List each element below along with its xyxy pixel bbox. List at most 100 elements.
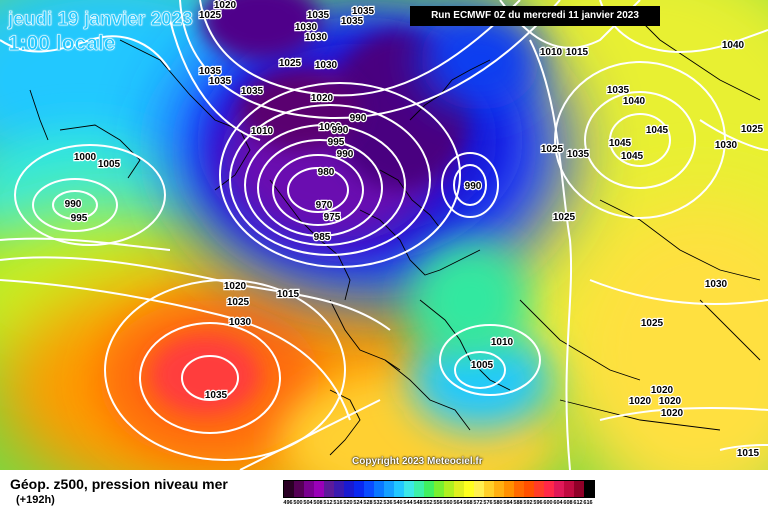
legend-label: 600 bbox=[543, 500, 553, 506]
legend-swatch bbox=[584, 481, 594, 497]
legend-label: 576 bbox=[483, 500, 493, 506]
isobar-label: 970 bbox=[316, 200, 333, 211]
isobar-label: 1045 bbox=[609, 138, 632, 149]
isobar-label: 1020 bbox=[659, 396, 682, 407]
isobar-label: 1005 bbox=[471, 360, 494, 371]
legend-swatch bbox=[284, 481, 294, 497]
legend-swatch bbox=[554, 481, 564, 497]
legend-swatch bbox=[344, 481, 354, 497]
isobar-label: 1020 bbox=[629, 396, 652, 407]
isobar-label: 1030 bbox=[295, 22, 318, 33]
isobar-label: 1045 bbox=[621, 151, 644, 162]
legend-label: 528 bbox=[363, 500, 373, 506]
legend-label: 520 bbox=[343, 500, 353, 506]
legend-label: 608 bbox=[563, 500, 573, 506]
legend-swatch bbox=[534, 481, 544, 497]
forecast-time: 1:00 locale bbox=[8, 32, 116, 55]
legend-label: 596 bbox=[533, 500, 543, 506]
legend-label: 548 bbox=[413, 500, 423, 506]
isobar-label: 990 bbox=[65, 199, 82, 210]
forecast-offset: (+192h) bbox=[16, 494, 55, 506]
isobar-label: 1030 bbox=[305, 32, 328, 43]
isobar-label: 1020 bbox=[224, 281, 247, 292]
isobar-label: 995 bbox=[328, 137, 345, 148]
isobar-label: 1025 bbox=[199, 10, 222, 21]
legend-label: 604 bbox=[553, 500, 563, 506]
isobar-label: 1040 bbox=[722, 40, 745, 51]
legend-label: 544 bbox=[403, 500, 413, 506]
legend-label: 568 bbox=[463, 500, 473, 506]
legend-swatch bbox=[324, 481, 334, 497]
isobar-label: 1035 bbox=[241, 86, 264, 97]
legend-swatch bbox=[294, 481, 304, 497]
isobar-label: 1025 bbox=[227, 297, 250, 308]
legend-swatch bbox=[464, 481, 474, 497]
isobar-label: 990 bbox=[350, 113, 367, 124]
isobar-label: 1030 bbox=[705, 279, 728, 290]
isobar-label: 990 bbox=[337, 149, 354, 160]
legend-swatch bbox=[564, 481, 574, 497]
isobar-label: 1025 bbox=[541, 144, 564, 155]
isobar-label: 1035 bbox=[199, 66, 222, 77]
legend-swatch bbox=[494, 481, 504, 497]
copyright-text: Copyright 2023 Meteociel.fr bbox=[352, 456, 483, 467]
legend-label: 580 bbox=[493, 500, 503, 506]
legend-swatch bbox=[314, 481, 324, 497]
geopotential-field bbox=[0, 0, 768, 470]
legend-label: 496 bbox=[283, 500, 293, 506]
isobars bbox=[0, 0, 768, 470]
isobar-label: 1015 bbox=[737, 448, 760, 459]
isobar-label: 1025 bbox=[279, 58, 302, 69]
run-label: Run ECMWF 0Z du mercredi 11 janvier 2023 bbox=[410, 6, 660, 26]
isobar-label: 1025 bbox=[741, 124, 764, 135]
isobar-label: 1045 bbox=[646, 125, 669, 136]
legend-swatch bbox=[444, 481, 454, 497]
isobar-label: 1040 bbox=[623, 96, 646, 107]
isobar-label: 1000 bbox=[319, 122, 342, 133]
isobar-label: 1025 bbox=[553, 212, 576, 223]
isobar-label: 1010 bbox=[540, 47, 563, 58]
legend-swatch bbox=[544, 481, 554, 497]
isobar-label: 1005 bbox=[98, 159, 121, 170]
legend-swatch bbox=[414, 481, 424, 497]
legend-label: 588 bbox=[513, 500, 523, 506]
legend-swatch bbox=[434, 481, 444, 497]
legend-swatch bbox=[364, 481, 374, 497]
isobar-label: 990 bbox=[465, 181, 482, 192]
isobar-label: 1035 bbox=[352, 6, 375, 17]
isobar-label: 990 bbox=[332, 125, 349, 136]
legend-label: 540 bbox=[393, 500, 403, 506]
legend-label: 516 bbox=[333, 500, 343, 506]
legend-label: 504 bbox=[303, 500, 313, 506]
legend-swatch bbox=[524, 481, 534, 497]
isobar-label: 1015 bbox=[277, 289, 300, 300]
legend-label: 564 bbox=[453, 500, 463, 506]
legend-swatch bbox=[454, 481, 464, 497]
isobar-label: 1035 bbox=[607, 85, 630, 96]
legend-label: 536 bbox=[383, 500, 393, 506]
legend-label: 532 bbox=[373, 500, 383, 506]
legend-swatch bbox=[574, 481, 584, 497]
legend-label: 508 bbox=[313, 500, 323, 506]
legend-swatch bbox=[374, 481, 384, 497]
isobar-label: 985 bbox=[314, 232, 331, 243]
legend-swatch bbox=[304, 481, 314, 497]
legend-label: 560 bbox=[443, 500, 453, 506]
isobar-label: 1020 bbox=[214, 0, 237, 11]
legend-label: 500 bbox=[293, 500, 303, 506]
isobar-label: 1030 bbox=[229, 317, 252, 328]
map-title: Géop. z500, pression niveau mer bbox=[10, 476, 228, 492]
legend-swatch bbox=[394, 481, 404, 497]
legend-swatch bbox=[474, 481, 484, 497]
isobar-label: 1020 bbox=[651, 385, 674, 396]
isobar-label: 980 bbox=[318, 167, 335, 178]
legend-swatch bbox=[354, 481, 364, 497]
isobar-label: 1015 bbox=[566, 47, 589, 58]
isobar-label: 1000 bbox=[74, 152, 97, 163]
isobar-label: 1035 bbox=[307, 10, 330, 21]
legend-label: 616 bbox=[583, 500, 593, 506]
legend-label: 592 bbox=[523, 500, 533, 506]
